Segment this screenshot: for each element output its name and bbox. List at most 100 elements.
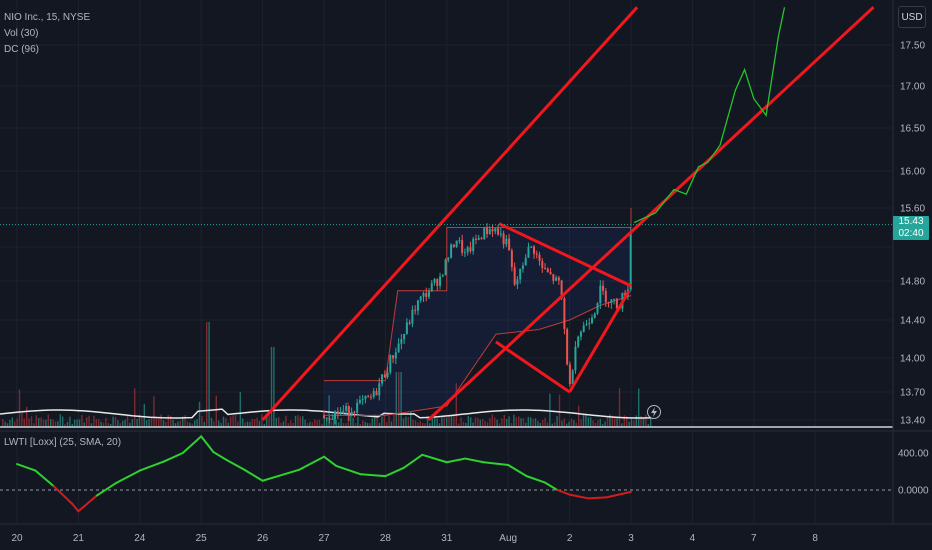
indicator-legend[interactable]: LWTI [Loxx] (25, SMA, 20) xyxy=(4,437,122,448)
volume-bar xyxy=(563,418,565,427)
volume-bar xyxy=(424,423,426,427)
volume-bar xyxy=(309,421,311,427)
volume-bar xyxy=(566,423,568,427)
volume-bar xyxy=(628,421,630,427)
candle-body xyxy=(441,275,444,277)
trend-lines[interactable] xyxy=(0,6,893,422)
flag-trendline[interactable] xyxy=(568,289,631,393)
candle-body xyxy=(350,411,353,416)
volume-bar xyxy=(206,322,208,427)
channel-trendline[interactable] xyxy=(427,6,875,422)
currency-button[interactable]: USD xyxy=(898,6,926,28)
volume-bar xyxy=(532,418,534,427)
volume-bar xyxy=(530,417,532,427)
time-tick-label: 28 xyxy=(380,533,392,544)
volume-bar xyxy=(585,414,587,427)
candle-body xyxy=(552,274,555,281)
volume-bar xyxy=(160,414,162,427)
volume-bar xyxy=(321,423,323,427)
volume-bar xyxy=(306,422,309,427)
candle-body xyxy=(494,228,497,232)
volume-bar xyxy=(335,419,337,427)
volume-legend[interactable]: Vol (30) xyxy=(4,28,39,39)
indicator-segment xyxy=(71,502,80,513)
volume-bar xyxy=(494,417,496,427)
candle-body xyxy=(369,396,372,398)
volume-bar xyxy=(64,423,66,427)
volume-bar xyxy=(484,421,486,427)
candle-body xyxy=(469,247,472,252)
volume-bar xyxy=(40,417,42,427)
volume-bar xyxy=(220,422,222,427)
candle-body xyxy=(378,383,381,396)
volume-bar xyxy=(45,419,47,427)
volume-bar xyxy=(66,421,69,427)
volume-bar xyxy=(59,414,61,427)
flag-trendline[interactable] xyxy=(495,340,571,394)
volume-bar xyxy=(167,414,169,427)
candle-body xyxy=(491,229,494,232)
volume-bar xyxy=(587,417,589,427)
price-tick-label: 14.80 xyxy=(900,277,925,288)
volume-bar xyxy=(196,419,198,427)
candle-body xyxy=(588,323,591,325)
volume-bar xyxy=(645,414,647,427)
volume-bar xyxy=(189,422,191,427)
volume-bar xyxy=(11,417,13,427)
volume-bar xyxy=(98,419,100,427)
volume-bar xyxy=(338,422,340,427)
volume-bar xyxy=(275,418,277,427)
price-tick-label: 13.40 xyxy=(900,416,925,427)
volume-bar xyxy=(119,423,121,427)
candle-body xyxy=(461,240,464,253)
last-price-tag: 15.43 02:40 xyxy=(893,216,929,240)
volume-bar xyxy=(170,415,172,427)
volume-bar xyxy=(508,416,510,427)
candle-body xyxy=(615,298,618,309)
volume-bar xyxy=(383,414,385,427)
volume-bar xyxy=(366,422,369,427)
volume-bar xyxy=(561,420,563,427)
volume-bar xyxy=(491,414,493,427)
indicator-segment xyxy=(482,461,510,467)
indicator-segment xyxy=(212,451,227,461)
channel-trendline[interactable] xyxy=(261,6,639,422)
candle-body xyxy=(419,296,422,301)
indicator-segment xyxy=(587,496,608,500)
price-tick-label: 17.50 xyxy=(900,41,925,52)
volume-bar xyxy=(54,421,57,427)
candle-body xyxy=(557,277,560,281)
volume-bar xyxy=(611,415,613,427)
lightning-icon[interactable] xyxy=(647,405,661,419)
candle-body xyxy=(334,411,337,420)
candle-body xyxy=(463,252,466,254)
candle-body xyxy=(488,229,491,235)
volume-bar xyxy=(42,419,45,427)
volume-bar xyxy=(472,422,474,427)
volume-bar xyxy=(419,421,421,427)
volume-bar xyxy=(388,416,390,427)
volume-bar xyxy=(47,414,49,427)
volume-bar xyxy=(88,415,90,427)
volume-bar xyxy=(448,414,450,427)
candle-body xyxy=(629,231,632,290)
candle-body xyxy=(450,244,453,258)
candle-body xyxy=(541,261,544,269)
volume-bar xyxy=(134,388,136,427)
candle-body xyxy=(336,411,339,415)
indicator-segment xyxy=(163,452,184,463)
volume-bar xyxy=(50,419,52,427)
volume-bar xyxy=(640,415,642,427)
volume-bar xyxy=(436,418,438,427)
flag-trendline[interactable] xyxy=(498,222,632,288)
candle-body xyxy=(433,279,436,283)
donchian-legend[interactable]: DC (96) xyxy=(4,44,40,55)
candle-body xyxy=(549,272,552,275)
volume-bar xyxy=(74,419,76,427)
candle-body xyxy=(560,280,563,299)
volume-bar xyxy=(400,372,402,427)
indicator-tick-label: 400.00 xyxy=(898,449,929,460)
volume-bar xyxy=(458,423,460,427)
indicator-segment xyxy=(243,468,264,482)
